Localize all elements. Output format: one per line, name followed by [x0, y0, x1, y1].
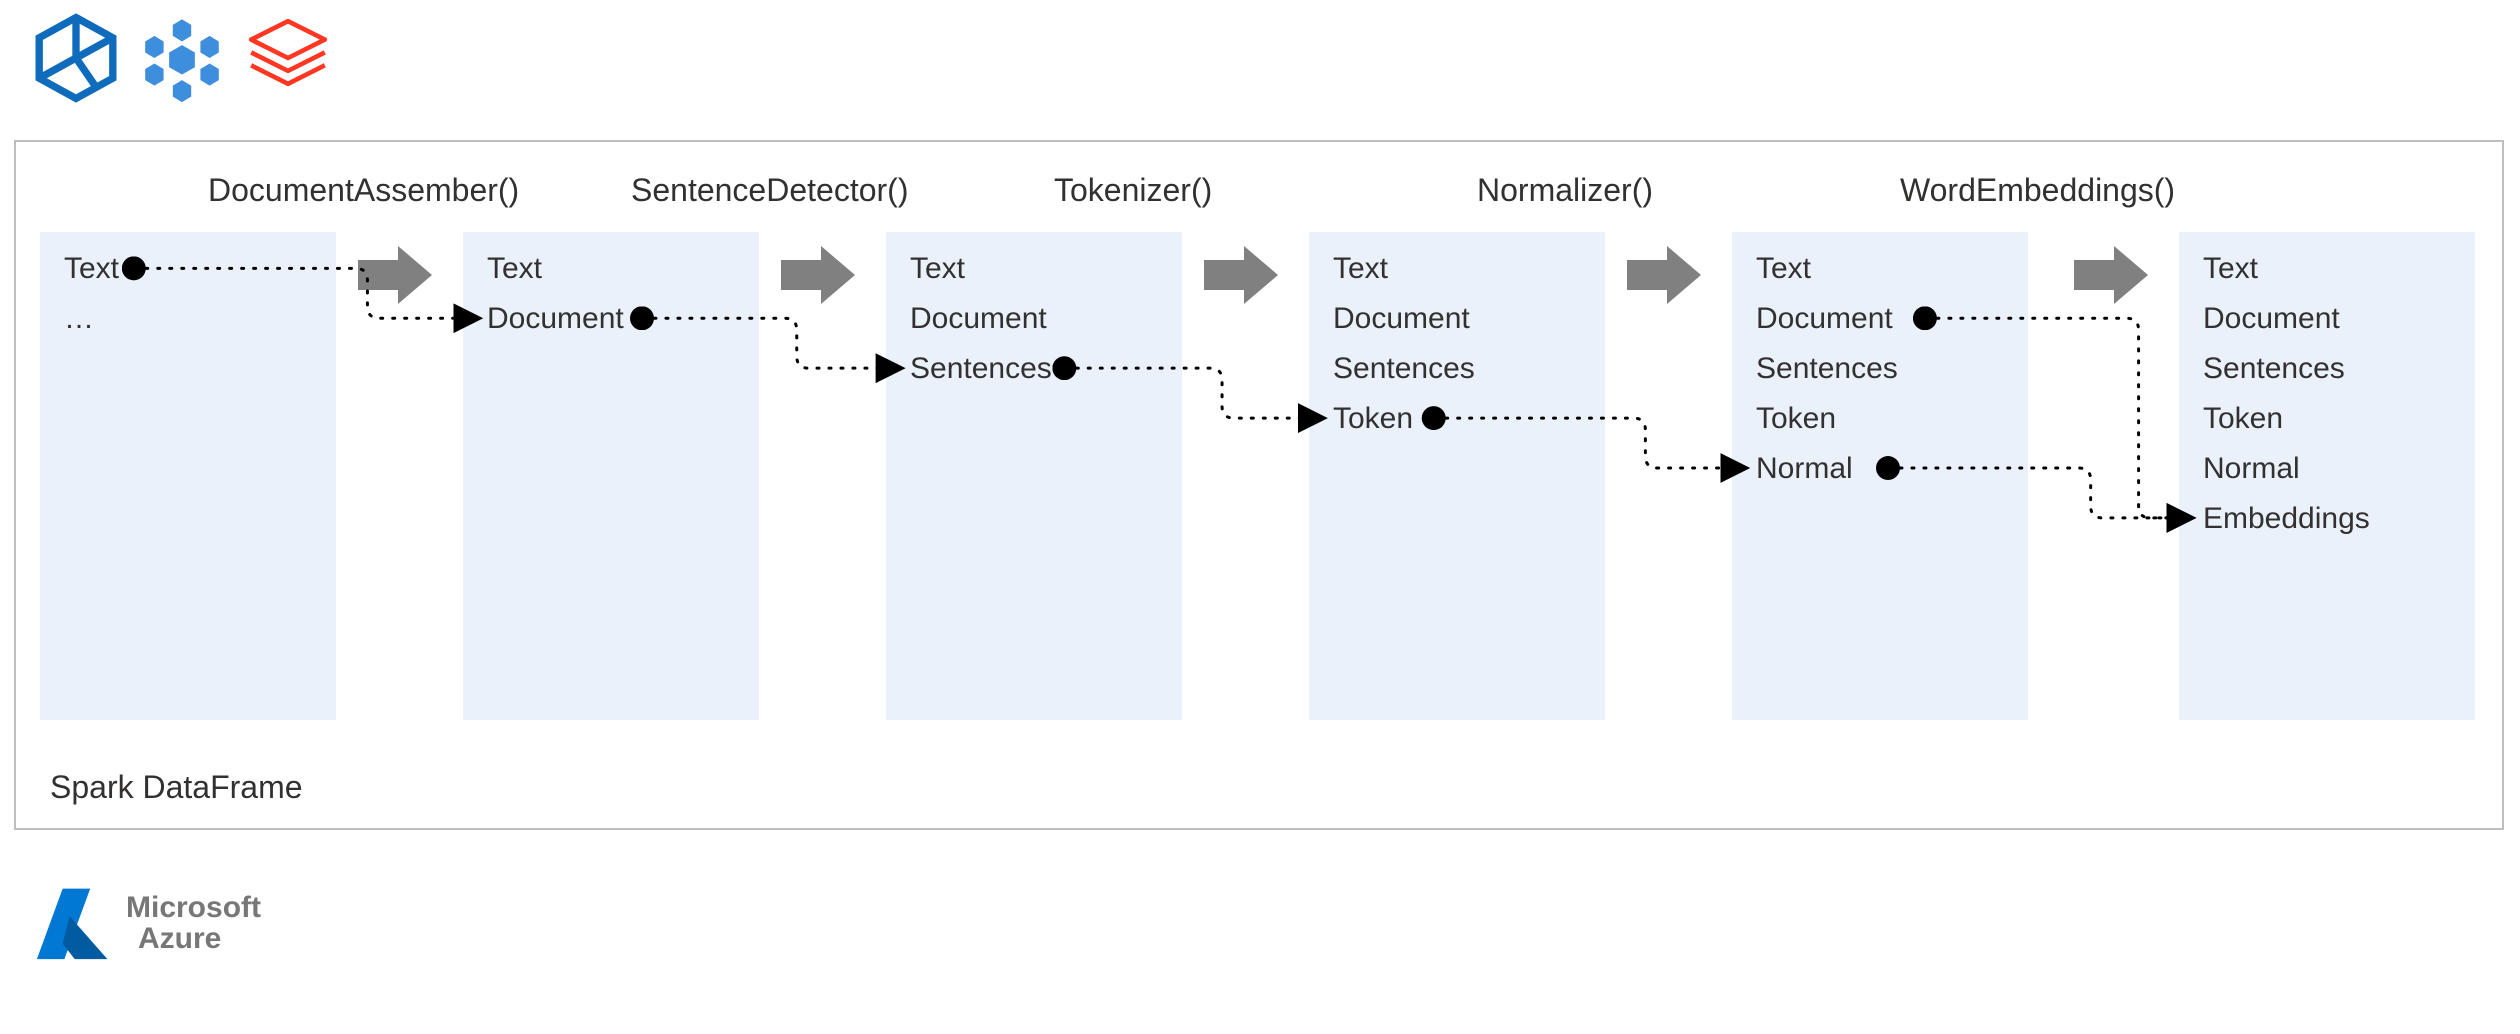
column-item: Normal [1756, 454, 2004, 484]
dataframe-column: Text Document Sentences [886, 232, 1182, 720]
azure-brand: Microsoft Azure [30, 880, 261, 966]
stage-arrow-icon [1627, 246, 1701, 304]
dataframe-column: Text Document Sentences Token [1309, 232, 1605, 720]
column-item: Sentences [1756, 354, 2004, 384]
column-item: Document [910, 304, 1158, 334]
column-item: … [64, 304, 312, 334]
column-item: Text [64, 254, 312, 284]
azure-icon [30, 880, 116, 966]
column-item: Sentences [1333, 354, 1581, 384]
column-item: Sentences [2203, 354, 2451, 384]
column-item: Text [1333, 254, 1581, 284]
stage-label: WordEmbeddings() [1900, 172, 2175, 209]
column-item: Token [2203, 404, 2451, 434]
brand-line2: Azure [126, 923, 261, 955]
brand-line1: Microsoft [126, 892, 261, 924]
stage-arrow-icon [781, 246, 855, 304]
dataframe-column: Text Document Sentences Token Normal Emb… [2179, 232, 2475, 720]
column-item: Document [1756, 304, 2004, 334]
dataframe-column: Text Document Sentences Token Normal [1732, 232, 2028, 720]
column-item: Text [910, 254, 1158, 284]
hdinsight-icon [136, 12, 228, 104]
stage-label: DocumentAssember() [208, 172, 519, 209]
column-item: Text [2203, 254, 2451, 284]
stage-arrow-icon [2074, 246, 2148, 304]
stage-label: Normalizer() [1477, 172, 1653, 209]
frame-label: Spark DataFrame [50, 769, 303, 806]
pipeline-frame: Spark DataFrame DocumentAssember() Sente… [14, 140, 2504, 830]
column-item: Token [1756, 404, 2004, 434]
column-item: Sentences [910, 354, 1158, 384]
databricks-icon [242, 12, 334, 104]
column-item: Embeddings [2203, 504, 2451, 534]
column-item: Document [1333, 304, 1581, 334]
stage-arrow-icon [358, 246, 432, 304]
product-logo-strip [30, 12, 334, 104]
data-flow-connectors [16, 232, 2502, 720]
synapse-icon [30, 12, 122, 104]
column-item: Document [2203, 304, 2451, 334]
column-item: Text [487, 254, 735, 284]
stage-arrow-icon [1204, 246, 1278, 304]
column-item: Token [1333, 404, 1581, 434]
dataframe-column: Text Document [463, 232, 759, 720]
column-item: Text [1756, 254, 2004, 284]
diagram-canvas: Spark DataFrame DocumentAssember() Sente… [0, 0, 2520, 1034]
dataframe-column: Text … [40, 232, 336, 720]
column-item: Normal [2203, 454, 2451, 484]
column-item: Document [487, 304, 735, 334]
stage-label: SentenceDetector() [631, 172, 908, 209]
stage-label: Tokenizer() [1054, 172, 1212, 209]
